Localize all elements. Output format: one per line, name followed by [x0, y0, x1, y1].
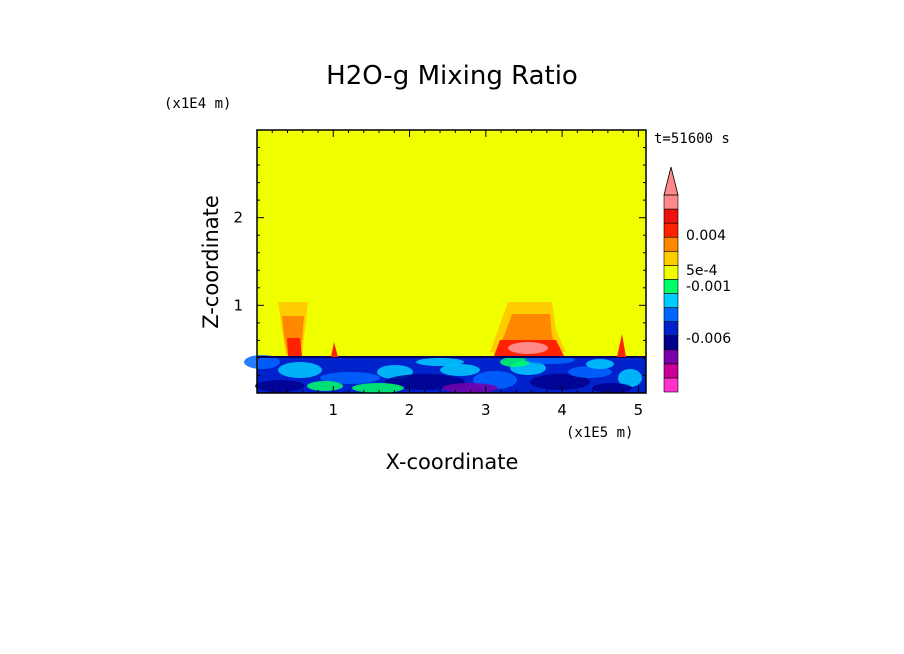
x-tick-label: 5: [634, 401, 644, 419]
x-tick-label: 4: [557, 401, 567, 419]
boundary-eddy: [440, 364, 480, 376]
colorbar-swatch: [663, 307, 679, 322]
x-tick-label: 1: [329, 401, 339, 419]
boundary-eddy: [592, 383, 632, 393]
y-tick-label: 2: [233, 209, 243, 227]
boundary-eddy: [586, 359, 614, 369]
boundary-eddy: [352, 383, 404, 393]
colorbar-label: -0.006: [686, 331, 731, 347]
boundary-eddy: [500, 357, 530, 367]
x-tick-label: 2: [405, 401, 415, 419]
colorbar-swatch: [663, 236, 679, 252]
boundary-eddy: [530, 374, 590, 390]
colorbar-swatch: [663, 208, 679, 224]
colorbar-swatch: [663, 321, 679, 337]
x-unit-label: (x1E5 m): [566, 425, 633, 441]
plot-field: [244, 129, 647, 394]
colorbar-swatch: [663, 250, 679, 266]
spike-2: [617, 334, 626, 357]
x-axis-label: X-coordinate: [386, 450, 519, 474]
plume-left-core: [287, 338, 302, 356]
x-tick-label: 3: [481, 401, 491, 419]
plot-frame: [256, 129, 647, 394]
colorbar-label: -0.001: [686, 279, 731, 295]
colorbar-label: 5e-4: [686, 263, 718, 279]
colorbar-extend-arrow: [663, 166, 679, 196]
boundary-eddy: [307, 381, 343, 391]
y-tick-label: 1: [233, 296, 243, 314]
plume-center-peak: [508, 342, 548, 354]
colorbar-swatch: [663, 194, 679, 210]
boundary-eddy: [618, 369, 642, 387]
boundary-eddy: [568, 366, 612, 378]
colorbar-swatch: [663, 222, 679, 238]
time-label: t=51600 s: [654, 131, 730, 147]
colorbar: 0.004 5e-4-0.001 -0.006: [663, 166, 731, 393]
colorbar-label: 0.004: [686, 228, 726, 244]
y-unit-label: (x1E4 m): [164, 96, 231, 112]
boundary-eddy: [244, 355, 280, 369]
boundary-eddy: [278, 362, 322, 378]
spike-1: [331, 342, 338, 357]
axis-ticks: 1 2 3 4 5 1 2: [233, 130, 646, 419]
field-background: [257, 130, 646, 393]
boundary-eddy: [320, 372, 380, 384]
y-axis-label: Z-coordinate: [199, 195, 223, 329]
colorbar-swatch: [663, 335, 679, 351]
colorbar-swatch: [663, 363, 679, 379]
boundary-eddy: [416, 358, 464, 366]
boundary-eddy: [255, 380, 305, 392]
boundary-eddy: [442, 383, 498, 393]
chart-title: H2O-g Mixing Ratio: [326, 61, 578, 91]
colorbar-swatch: [663, 377, 679, 393]
colorbar-swatch: [663, 293, 679, 308]
colorbar-swatch: [663, 265, 679, 280]
colorbar-swatch: [663, 349, 679, 365]
colorbar-swatch: [663, 279, 679, 294]
